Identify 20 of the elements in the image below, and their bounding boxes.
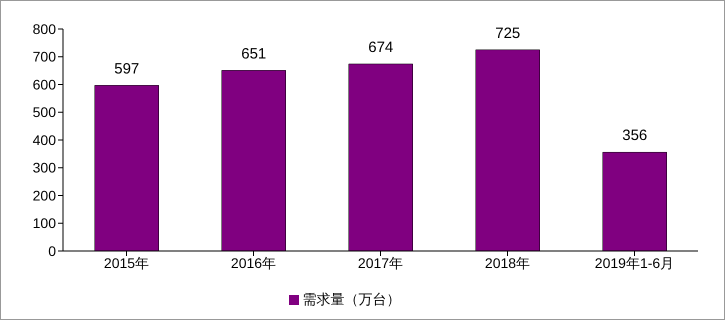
x-tick-label: 2015年	[104, 254, 150, 271]
y-tick-label: 300	[32, 160, 56, 176]
x-tick-label: 2016年	[230, 254, 276, 271]
y-tick-label: 200	[32, 187, 56, 204]
x-tick-label: 2017年	[358, 254, 404, 271]
data-label: 597	[114, 60, 140, 78]
y-tick-label: 100	[32, 215, 56, 232]
y-tick-label: 800	[32, 20, 56, 37]
data-label: 651	[241, 45, 266, 62]
y-tick-label: 400	[32, 132, 56, 148]
data-label: 725	[495, 24, 520, 42]
y-tick-label: 700	[32, 48, 56, 65]
y-tick-label: 600	[32, 76, 56, 92]
x-tick-label: 2019年1-6月	[594, 254, 674, 271]
x-tick-label: 2018年	[484, 254, 530, 271]
legend-label: 需求量（万台）	[302, 291, 400, 307]
y-tick-label: 0	[48, 242, 56, 259]
y-tick-label: 500	[32, 104, 56, 120]
data-label: 356	[622, 127, 648, 144]
data-label: 674	[368, 38, 394, 56]
